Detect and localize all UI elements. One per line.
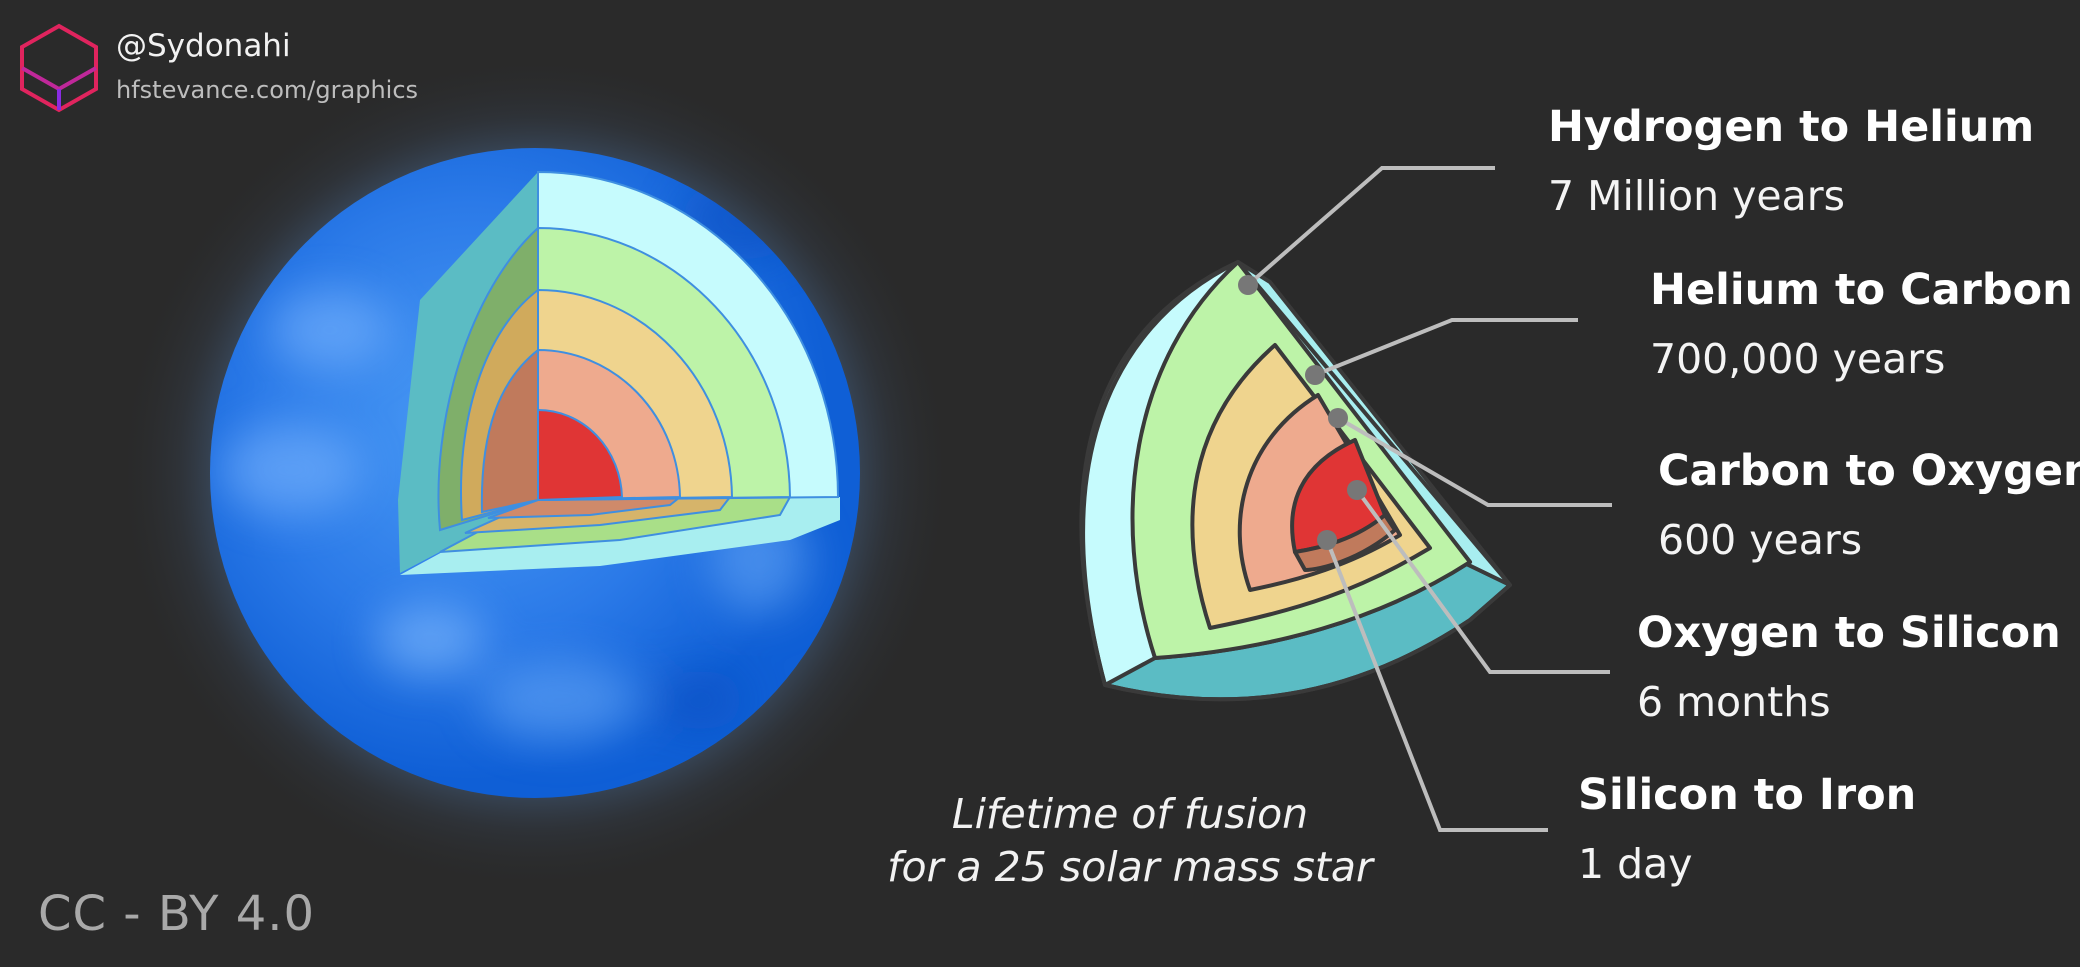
stage-title-silicon: Silicon to Iron bbox=[1578, 770, 1917, 820]
leader-lines bbox=[1246, 166, 1612, 832]
leader-dot-hydrogen bbox=[1238, 275, 1258, 295]
stage-duration-carbon: 600 years bbox=[1658, 516, 1863, 564]
leader-dot-helium bbox=[1305, 365, 1325, 385]
leader-dots bbox=[1238, 275, 1367, 550]
stage-duration-helium: 700,000 years bbox=[1650, 335, 1946, 383]
leader-dot-carbon bbox=[1328, 408, 1348, 428]
leader-line-carbon bbox=[1336, 416, 1612, 507]
caption-line-1: Lifetime of fusion bbox=[951, 790, 1309, 838]
caption-line-2: for a 25 solar mass star bbox=[887, 843, 1373, 891]
stage-title-oxygen: Oxygen to Silicon bbox=[1637, 608, 2061, 658]
leader-line-silicon bbox=[1325, 539, 1548, 832]
logo-icon bbox=[20, 23, 98, 113]
stage-title-carbon: Carbon to Oxygen bbox=[1658, 446, 2080, 496]
stage-duration-hydrogen: 7 Million years bbox=[1548, 172, 1845, 220]
author-handle: @Sydonahi bbox=[116, 28, 291, 64]
leader-dot-oxygen bbox=[1347, 480, 1367, 500]
leader-line-helium bbox=[1314, 318, 1578, 377]
stage-title-hydrogen: Hydrogen to Helium bbox=[1548, 102, 2035, 152]
leader-dot-silicon bbox=[1317, 530, 1337, 550]
leader-line-oxygen bbox=[1355, 488, 1610, 674]
stage-duration-silicon: 1 day bbox=[1578, 840, 1693, 888]
star-cutaway bbox=[398, 170, 840, 575]
stage-title-helium: Helium to Carbon bbox=[1650, 265, 2073, 315]
author-website: hfstevance.com/graphics bbox=[116, 76, 419, 104]
stage-duration-oxygen: 6 months bbox=[1637, 678, 1831, 726]
license-label: CC - BY 4.0 bbox=[38, 886, 316, 942]
leader-line-hydrogen bbox=[1246, 166, 1495, 287]
